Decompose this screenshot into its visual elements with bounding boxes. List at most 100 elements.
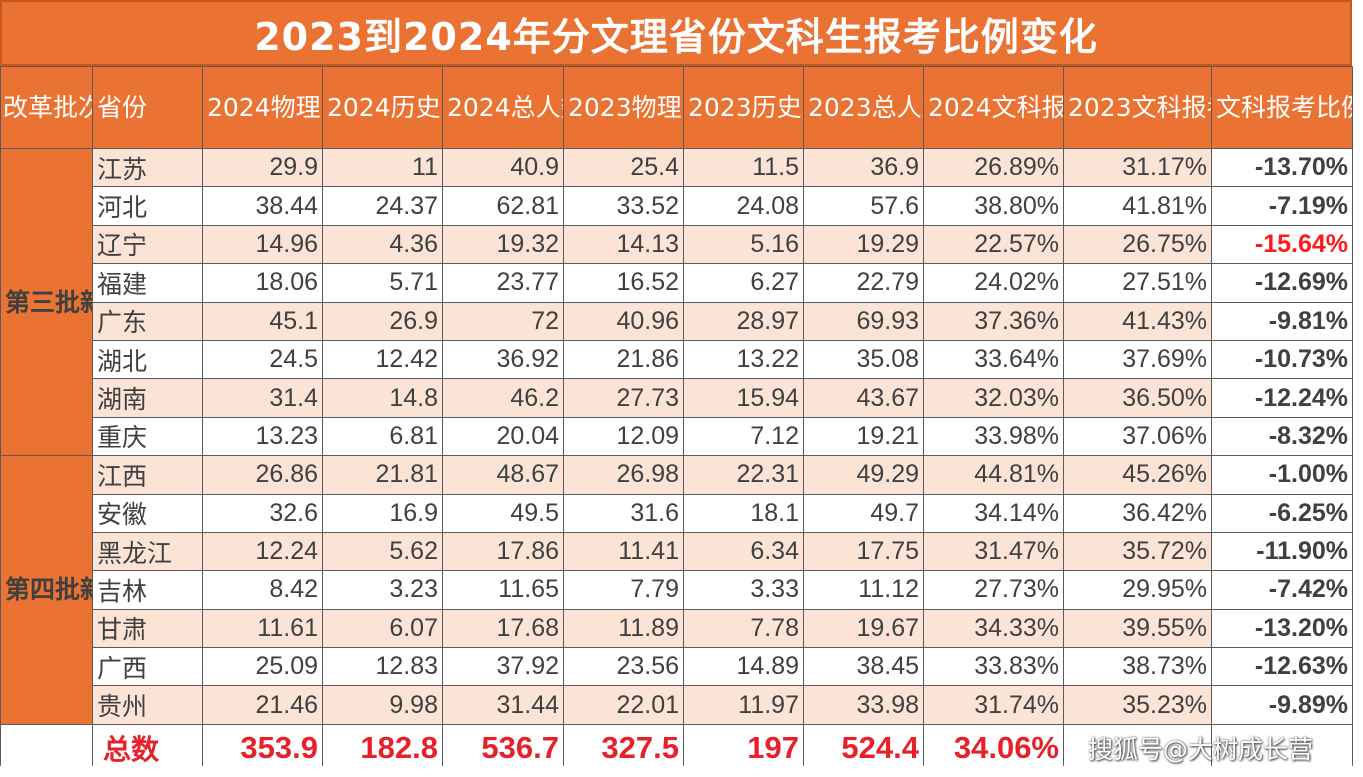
physics-2024-cell: 11.61 (202, 608, 323, 649)
ratio-change-cell: -12.24% (1211, 378, 1353, 418)
history-2023-cell: 7.12 (683, 416, 804, 457)
total-2023-cell: 19.21 (803, 416, 924, 457)
ratio-2023-cell: 35.23% (1063, 685, 1212, 725)
total-t24-cell: 536.7 (442, 723, 564, 773)
reform-batch-label: 第四批新高考改革省份 (0, 455, 93, 725)
history-2024-cell: 26.9 (322, 301, 443, 341)
total-h23-cell: 197 (683, 723, 804, 773)
physics-2023-cell: 14.13 (563, 224, 684, 265)
history-2024-cell: 6.81 (322, 416, 443, 457)
bottom-strip (0, 766, 1363, 777)
data-table: 改革批次 省份 2024物理 2024历史 2024总人数 2023物理 202… (0, 66, 1353, 773)
total-2024-cell: 23.77 (442, 263, 564, 303)
header-reform-batch: 改革批次 (0, 66, 93, 149)
total-2024-cell: 17.68 (442, 608, 564, 649)
total-h24-cell: 182.8 (322, 723, 443, 773)
history-2024-cell: 4.36 (322, 224, 443, 265)
ratio-change-cell: -13.70% (1211, 147, 1353, 188)
history-2024-cell: 11 (322, 147, 443, 188)
history-2023-cell: 28.97 (683, 301, 804, 341)
history-2024-cell: 6.07 (322, 608, 443, 649)
physics-2023-cell: 7.79 (563, 570, 684, 610)
header-row: 改革批次 省份 2024物理 2024历史 2024总人数 2023物理 202… (0, 66, 1353, 149)
table-row: 黑龙江 12.24 5.62 17.86 11.41 6.34 17.75 31.47% 35.… (1, 531, 1353, 572)
table-row: 辽宁 14.96 4.36 19.32 14.13 5.16 19.29 22.57% 26.7… (1, 224, 1353, 265)
history-2024-cell: 5.62 (322, 531, 443, 572)
ratio-2023-cell: 35.72% (1063, 531, 1212, 572)
province-cell: 重庆 (92, 416, 203, 457)
header-2024-ratio: 2024文科报考比例 (923, 66, 1064, 149)
history-2024-cell: 12.42 (322, 339, 443, 380)
total-2024-cell: 49.5 (442, 493, 564, 533)
table-row: 广西 25.09 12.83 37.92 23.56 14.89 38.45 33.83% 38… (1, 647, 1353, 687)
total-2023-cell: 11.12 (803, 570, 924, 610)
ratio-2024-cell: 26.89% (923, 147, 1064, 188)
total-2023-cell: 19.67 (803, 608, 924, 649)
ratio-change-cell: -10.73% (1211, 339, 1353, 380)
table-title: 2023到2024年分文理省份文科生报考比例变化 (0, 0, 1352, 66)
table-row: 贵州 21.46 9.98 31.44 22.01 11.97 33.98 31.74% 35.… (1, 685, 1353, 725)
ratio-2024-cell: 34.33% (923, 608, 1064, 649)
ratio-change-cell: -15.64% (1211, 224, 1353, 265)
physics-2023-cell: 40.96 (563, 301, 684, 341)
total-row: 总数 353.9 182.8 536.7 327.5 197 524.4 34.06% (0, 723, 1353, 773)
history-2023-cell: 7.78 (683, 608, 804, 649)
ratio-2023-cell: 37.06% (1063, 416, 1212, 457)
ratio-2023-cell: 37.69% (1063, 339, 1212, 380)
total-2023-cell: 17.75 (803, 531, 924, 572)
ratio-2023-cell: 36.50% (1063, 378, 1212, 418)
ratio-change-cell: -9.81% (1211, 301, 1353, 341)
header-2024-total: 2024总人数 (442, 66, 564, 149)
physics-2023-cell: 31.6 (563, 493, 684, 533)
ratio-2023-cell: 31.17% (1063, 147, 1212, 188)
province-cell: 福建 (92, 263, 203, 303)
total-t23-cell: 524.4 (803, 723, 924, 773)
province-cell: 吉林 (92, 570, 203, 610)
ratio-2023-cell: 26.75% (1063, 224, 1212, 265)
history-2024-cell: 24.37 (322, 186, 443, 226)
watermark: 搜狐号@大树成长营 (1088, 735, 1314, 764)
ratio-change-cell: -13.20% (1211, 608, 1353, 649)
ratio-2024-cell: 44.81% (923, 455, 1064, 495)
total-2024-cell: 46.2 (442, 378, 564, 418)
physics-2024-cell: 26.86 (202, 455, 323, 495)
history-2023-cell: 3.33 (683, 570, 804, 610)
header-2024-physics: 2024物理 (202, 66, 323, 149)
ratio-2024-cell: 32.03% (923, 378, 1064, 418)
table-row: 广东 45.1 26.9 72 40.96 28.97 69.93 37.36% 41.43% -… (1, 301, 1353, 341)
ratio-change-cell: -8.32% (1211, 416, 1353, 457)
total-2024-cell: 40.9 (442, 147, 564, 188)
total-2023-cell: 49.29 (803, 455, 924, 495)
province-cell: 广东 (92, 301, 203, 341)
ratio-2024-cell: 33.83% (923, 647, 1064, 687)
ratio-change-cell: -12.63% (1211, 647, 1353, 687)
ratio-2023-cell: 36.42% (1063, 493, 1212, 533)
total-2024-cell: 11.65 (442, 570, 564, 610)
total-2024-cell: 36.92 (442, 339, 564, 380)
ratio-2024-cell: 38.80% (923, 186, 1064, 226)
physics-2024-cell: 8.42 (202, 570, 323, 610)
province-cell: 辽宁 (92, 224, 203, 265)
ratio-2024-cell: 33.64% (923, 339, 1064, 380)
total-2023-cell: 69.93 (803, 301, 924, 341)
total-2023-cell: 19.29 (803, 224, 924, 265)
province-cell: 安徽 (92, 493, 203, 533)
total-2024-cell: 72 (442, 301, 564, 341)
physics-2023-cell: 16.52 (563, 263, 684, 303)
history-2023-cell: 24.08 (683, 186, 804, 226)
ratio-change-cell: -7.42% (1211, 570, 1353, 610)
physics-2023-cell: 25.4 (563, 147, 684, 188)
table-row: 福建 18.06 5.71 23.77 16.52 6.27 22.79 24.02% 27.5… (1, 263, 1353, 303)
physics-2023-cell: 23.56 (563, 647, 684, 687)
physics-2023-cell: 26.98 (563, 455, 684, 495)
history-2024-cell: 14.8 (322, 378, 443, 418)
physics-2024-cell: 14.96 (202, 224, 323, 265)
total-2023-cell: 35.08 (803, 339, 924, 380)
physics-2024-cell: 18.06 (202, 263, 323, 303)
reform-batch-label: 第三批新高考改革省份 (0, 147, 93, 457)
header-2023-total: 2023总人数 (803, 66, 924, 149)
total-2023-cell: 33.98 (803, 685, 924, 725)
ratio-2023-cell: 39.55% (1063, 608, 1212, 649)
history-2023-cell: 11.5 (683, 147, 804, 188)
